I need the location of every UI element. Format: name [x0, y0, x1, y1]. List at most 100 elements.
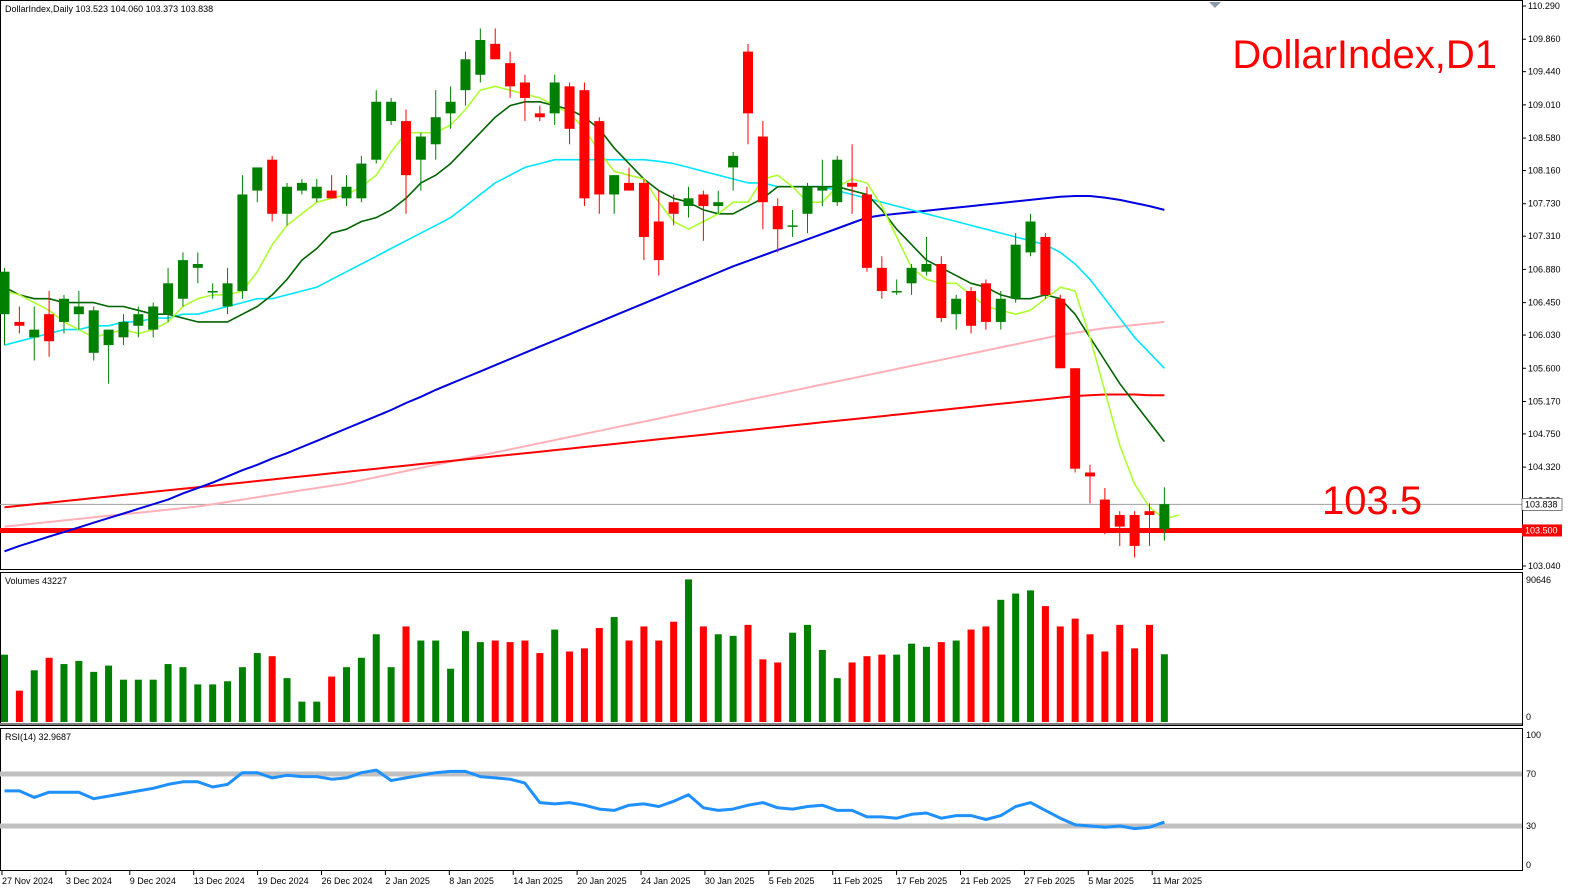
- volume-bar: [45, 657, 53, 722]
- candle-body: [1099, 499, 1110, 531]
- candle-body: [802, 186, 813, 214]
- current-price-tag: [1521, 498, 1563, 511]
- volume-bar: [566, 651, 574, 722]
- price-tick-label: 109.440: [1528, 67, 1561, 77]
- volume-bar: [491, 640, 499, 722]
- rsi-panel-frame: [0, 728, 1523, 871]
- volume-bar: [699, 626, 707, 722]
- price-tick-label: 105.600: [1528, 363, 1561, 373]
- rsi-tick-label: 70: [1526, 769, 1536, 779]
- candle-body: [951, 298, 962, 315]
- candle-body: [891, 291, 902, 293]
- volume-bar: [551, 629, 559, 722]
- volume-bar: [60, 664, 68, 722]
- volume-bar: [238, 667, 246, 722]
- rsi-tick-label: 100: [1526, 730, 1541, 740]
- candle-body: [1085, 472, 1096, 477]
- volume-bar: [640, 626, 648, 722]
- candle-body: [787, 225, 798, 227]
- volume-bar: [1101, 651, 1109, 722]
- candle-body: [876, 267, 887, 292]
- volume-bar: [818, 649, 826, 722]
- volume-bar: [982, 626, 990, 722]
- volume-plot: 90646 0: [1, 575, 1551, 722]
- volume-bar: [595, 628, 603, 722]
- volume-bar: [803, 624, 811, 722]
- volume-bar: [432, 640, 440, 722]
- candle-body: [995, 298, 1006, 322]
- volume-bar: [878, 654, 886, 722]
- volume-bar: [759, 659, 767, 722]
- candle-body: [400, 121, 411, 176]
- shift-marker-icon[interactable]: [1209, 2, 1221, 8]
- candle-body: [252, 167, 263, 191]
- price-tick-label: 105.170: [1528, 396, 1561, 406]
- price-tick-label: 108.160: [1528, 166, 1561, 176]
- volume-bar: [283, 678, 291, 722]
- volume-bar: [90, 671, 98, 722]
- price-tick-label: 107.730: [1528, 199, 1561, 209]
- date-tick-label: 27 Feb 2025: [1024, 876, 1075, 886]
- date-tick-label: 9 Dec 2024: [130, 876, 176, 886]
- level-price-tag: [1522, 524, 1562, 537]
- volume-bar: [952, 640, 960, 722]
- volume-bar: [357, 657, 365, 722]
- candle-body: [728, 155, 739, 168]
- candle-body: [1010, 244, 1021, 299]
- price-tick-label: 107.310: [1528, 231, 1561, 241]
- volume-bar: [536, 653, 544, 722]
- candle-body: [326, 190, 337, 199]
- volume-tick-label: 90646: [1526, 575, 1551, 585]
- volume-tick-label: 0: [1526, 712, 1531, 722]
- candle-body: [341, 186, 352, 199]
- price-tick-label: 109.860: [1528, 34, 1561, 44]
- candle-body: [936, 263, 947, 319]
- candle-body: [88, 310, 99, 353]
- candle-body: [772, 206, 783, 230]
- rsi-plot: 100 70 30 0: [0, 730, 1541, 870]
- candle-body: [1114, 515, 1125, 527]
- volume-bar: [922, 646, 930, 722]
- volume-bar: [387, 667, 395, 722]
- volume-bar: [937, 642, 945, 722]
- candle-body: [653, 221, 664, 261]
- candle-body: [1159, 504, 1170, 529]
- volume-bar: [417, 640, 425, 722]
- date-tick-label: 14 Jan 2025: [513, 876, 563, 886]
- volume-bar: [506, 642, 514, 722]
- candle-body: [356, 163, 367, 199]
- volume-bar: [774, 662, 782, 722]
- candle-body: [222, 283, 233, 307]
- candle-body: [192, 263, 203, 268]
- volume-bar: [134, 679, 142, 722]
- volume-bar: [179, 667, 187, 722]
- candle-body: [757, 136, 768, 203]
- volume-bar: [1, 654, 8, 722]
- price-tick-label: 106.880: [1528, 264, 1561, 274]
- volume-bar: [313, 701, 321, 722]
- candle-body: [103, 329, 114, 346]
- date-tick-label: 27 Nov 2024: [2, 876, 53, 886]
- date-tick-label: 17 Feb 2025: [897, 876, 948, 886]
- candle-body: [1055, 298, 1066, 369]
- volume-bar: [328, 676, 336, 722]
- date-tick-label: 24 Jan 2025: [641, 876, 691, 886]
- date-tick-label: 21 Feb 2025: [961, 876, 1012, 886]
- volume-bar: [402, 626, 410, 722]
- candle-body: [1070, 368, 1081, 469]
- volume-bar: [1116, 624, 1124, 722]
- candle-body: [564, 86, 575, 129]
- ma-pink-line: [4, 320, 1165, 528]
- candle-body: [44, 314, 55, 342]
- price-tick-label: 103.040: [1528, 561, 1561, 571]
- candle-body: [579, 90, 590, 199]
- volume-bar: [863, 656, 871, 722]
- rsi-tick-label: 0: [1526, 860, 1531, 870]
- level-annotation: 103.5: [1322, 479, 1422, 523]
- candle-body: [490, 43, 501, 60]
- candle-body: [73, 306, 84, 315]
- candle-body: [668, 202, 679, 214]
- volume-bar: [15, 690, 23, 722]
- price-tick-label: 109.010: [1528, 100, 1561, 110]
- current-price-tag-label: 103.838: [1525, 499, 1558, 509]
